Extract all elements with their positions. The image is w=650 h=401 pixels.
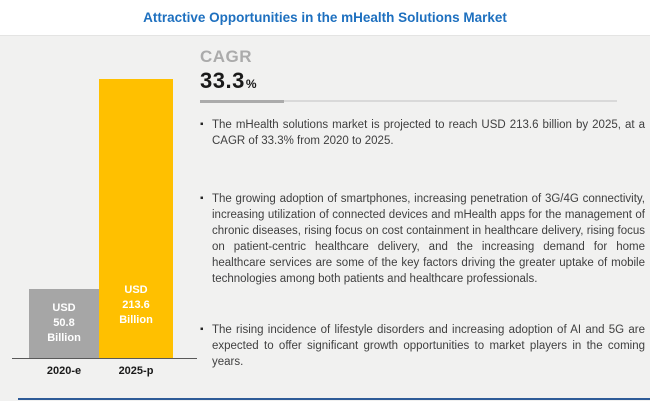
bar-2025p: USD 213.6 Billion (99, 79, 173, 358)
divider-dark-segment (200, 100, 284, 103)
bar-2020e-label-line: Billion (47, 332, 81, 344)
content-panel: USD 50.8 Billion USD 213.6 Billion 2020-… (0, 35, 650, 401)
bullet-text: The growing adoption of smartphones, inc… (212, 193, 645, 285)
cagr-value-row: 33.3 % (200, 68, 645, 94)
divider-light-segment (284, 100, 617, 102)
bar-2020e-label-line: USD (52, 302, 76, 314)
x-axis-label-2025p: 2025-p (118, 365, 154, 377)
bar-2025p-label-line: Billion (119, 314, 153, 326)
bar-2025p-label-line: USD (124, 284, 148, 296)
cagr-value: 33.3 (200, 68, 245, 93)
cagr-percent-sign: % (245, 77, 257, 91)
x-axis-label-2020e: 2020-e (46, 365, 82, 377)
text-column: CAGR 33.3 % ▪ The mHealth solutions mark… (200, 36, 645, 370)
bullet-square-icon: ▪ (200, 193, 204, 204)
bullet-text: The rising incidence of lifestyle disord… (212, 324, 645, 368)
bullet-text: The mHealth solutions market is projecte… (212, 119, 645, 147)
bullet-item: ▪ The rising incidence of lifestyle diso… (200, 322, 645, 370)
bottom-accent-line (18, 398, 650, 400)
bar-2020e-label-line: 50.8 (53, 317, 75, 329)
bullet-item: ▪ The mHealth solutions market is projec… (200, 117, 645, 149)
cagr-divider (200, 100, 617, 103)
cagr-label: CAGR (200, 47, 253, 66)
bullet-item: ▪ The growing adoption of smartphones, i… (200, 191, 645, 287)
page-title: Attractive Opportunities in the mHealth … (143, 9, 507, 25)
bullet-square-icon: ▪ (200, 119, 204, 130)
bar-2020e: USD 50.8 Billion (29, 289, 99, 358)
bullet-square-icon: ▪ (200, 324, 204, 335)
bar-2025p-label-line: 213.6 (122, 299, 150, 311)
x-axis-line (12, 358, 197, 359)
